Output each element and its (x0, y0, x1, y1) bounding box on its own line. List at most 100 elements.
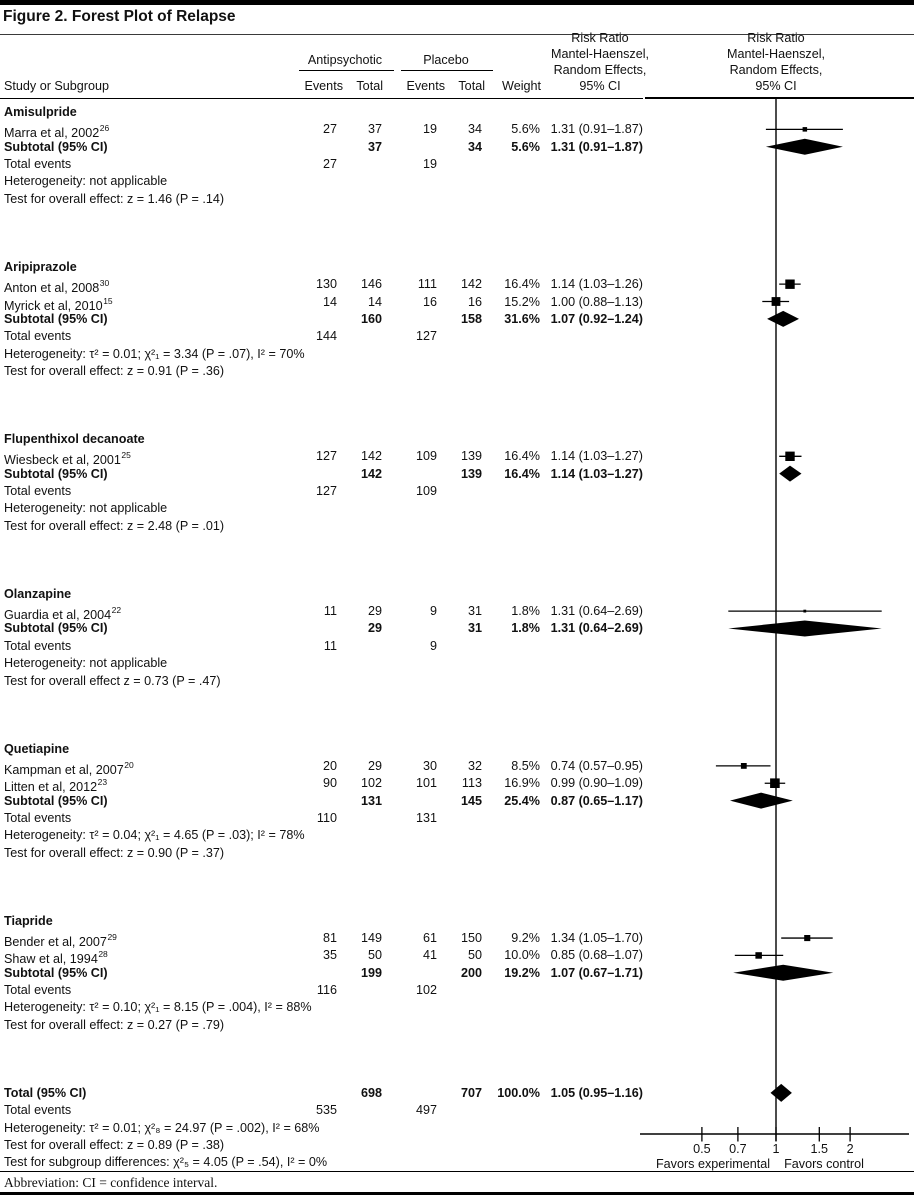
study-row: Marra et al, 200226 27 37 19 34 5.6% 1.31 (0.9… (0, 120, 914, 140)
antipsychotic-events-value: 11 (323, 604, 337, 619)
risk-ratio-value: 1.07 (0.92–1.24) (550, 311, 643, 326)
total-events-label: Total events (4, 810, 72, 825)
heterogeneity-note: Heterogeneity: τ² = 0.01; χ²₁ = 3.34 (P … (0, 345, 914, 363)
section-name: Flupenthixol decanoate (4, 431, 145, 446)
risk-ratio-value: 1.14 (1.03–1.26) (550, 277, 643, 292)
section-label-row: Quetiapine (0, 740, 914, 758)
header-rule-table (0, 97, 643, 100)
effect-test-note: Test for overall effect: z = 0.27 (P = .… (0, 1016, 914, 1034)
study-row: Myrick et al, 201015 14 14 16 16 15.2% 1.00 (0… (0, 293, 914, 313)
study-row: Guardia et al, 200422 11 29 9 31 1.8% 1.31 (0.… (0, 602, 914, 622)
placebo-events-value: 19 (422, 122, 437, 137)
weight-value: 5.6% (511, 122, 540, 137)
total-events-label: Total events (4, 157, 72, 172)
risk-ratio-value: 1.34 (1.05–1.70) (550, 931, 643, 946)
effect-test-note: Test for overall effect: z = 0.89 (P = .… (0, 1136, 914, 1154)
antipsychotic-total-value: 131 (360, 793, 382, 808)
risk-ratio-value: 1.00 (0.88–1.13) (550, 294, 643, 309)
subtotal-row: Subtotal (95% CI) 142 139 16.4% 1.14 (1.03–1… (0, 465, 914, 483)
section-name: Tiapride (4, 913, 53, 928)
placebo-total-value: 158 (460, 311, 482, 326)
heterogeneity-text: Heterogeneity: τ² = 0.10; χ²₁ = 8.15 (P … (4, 1000, 312, 1015)
heterogeneity-text: Heterogeneity: τ² = 0.01; χ²₈ = 24.97 (P… (4, 1120, 320, 1135)
study-reference: 20 (124, 759, 134, 770)
heterogeneity-text: Heterogeneity: not applicable (4, 656, 168, 671)
column-header-risk-ratio: Risk Ratio Mantel-Haenszel, Random Effec… (551, 31, 649, 93)
antipsychotic-events-value: 90 (322, 776, 337, 791)
risk-ratio-value: 0.87 (0.65–1.17) (550, 793, 643, 808)
antipsychotic-events-value: 81 (322, 931, 337, 946)
column-header-events-placebo: Events (406, 79, 445, 93)
antipsychotic-events-value: 14 (322, 294, 337, 309)
study-reference: 30 (99, 278, 110, 289)
section-name: Aripiprazole (4, 259, 77, 274)
placebo-events-value: 61 (422, 931, 437, 946)
effect-test-text: Test for overall effect: z = 0.89 (P = .… (4, 1137, 225, 1152)
placebo-events-value: 9 (429, 604, 437, 619)
effect-test-text: Test for overall effect: z = 0.91 (P = .… (4, 363, 225, 378)
placebo-total-value: 142 (460, 277, 482, 292)
placebo-events-value: 131 (415, 810, 437, 825)
column-header-weight: Weight (502, 79, 541, 93)
subtotal-row: Subtotal (95% CI) 131 145 25.4% 0.87 (0.65–1… (0, 792, 914, 810)
total-events-label: Total events (4, 484, 72, 498)
axis-tick-label: 0.5 (693, 1142, 711, 1156)
antipsychotic-events-value: 127 (315, 484, 337, 498)
effect-test-text: Test for overall effect: z = 0.90 (P = .… (4, 845, 225, 860)
study-reference: 29 (107, 932, 117, 943)
weight-value: 16.4% (504, 449, 540, 464)
antipsychotic-events-value: 35 (322, 948, 337, 963)
placebo-events-value: 111 (417, 277, 437, 292)
placebo-total-value: 50 (467, 948, 482, 963)
risk-ratio-value: 0.99 (0.90–1.09) (550, 776, 643, 791)
placebo-total-value: 139 (460, 449, 482, 464)
total-events-row: Total events 144 127 (0, 327, 914, 345)
antipsychotic-total-value: 698 (360, 1085, 382, 1100)
section-label-row: Tiapride (0, 912, 914, 930)
effect-test-note: Test for overall effect: z = 0.90 (P = .… (0, 844, 914, 862)
placebo-total-value: 113 (461, 776, 482, 791)
effect-test-text: Test for overall effect: z = 2.48 (P = .… (4, 518, 225, 533)
column-header-study: Study or Subgroup (4, 79, 110, 93)
weight-value: 31.6% (504, 311, 540, 326)
placebo-events-value: 30 (422, 758, 437, 773)
total-events-row: Total events 11 9 (0, 637, 914, 655)
risk-ratio-value: 1.31 (0.64–2.69) (550, 621, 643, 636)
study-reference: 28 (98, 949, 108, 960)
placebo-events-value: 16 (422, 294, 437, 309)
axis-tick-label: 2 (846, 1142, 854, 1156)
column-header-total-placebo: Total (458, 79, 485, 93)
placebo-total-value: 32 (467, 758, 482, 773)
study-label: Bender et al, 200729 (4, 932, 117, 950)
placebo-total-value: 16 (467, 294, 482, 309)
placebo-total-value: 150 (460, 931, 482, 946)
figure-title: Figure 2. Forest Plot of Relapse (3, 8, 236, 25)
subtotal-row: Subtotal (95% CI) 29 31 1.8% 1.31 (0.64–2.69… (0, 619, 914, 637)
study-reference: 26 (99, 123, 110, 134)
title-rule (0, 33, 914, 35)
heterogeneity-note: Heterogeneity: τ² = 0.04; χ²₁ = 4.65 (P … (0, 826, 914, 844)
placebo-events-value: 41 (422, 948, 437, 963)
placebo-total-value: 34 (467, 139, 482, 154)
weight-value: 19.2% (504, 965, 540, 980)
group-header-placebo: Placebo (423, 53, 469, 67)
study-label: Guardia et al, 200422 (4, 605, 122, 623)
axis-label-favors-experimental: Favors experimental (655, 1157, 771, 1171)
section-label-row: Aripiprazole (0, 258, 914, 276)
total-events-row: Total events 127 109 (0, 482, 914, 500)
weight-value: 25.4% (504, 793, 540, 808)
heterogeneity-text: Heterogeneity: not applicable (4, 501, 168, 516)
antipsychotic-total-value: 142 (360, 466, 382, 481)
study-row: Bender et al, 200729 81 149 61 150 9.2% 1.34 (… (0, 929, 914, 949)
weight-value: 16.4% (504, 466, 540, 481)
subtotal-row: Subtotal (95% CI) 37 34 5.6% 1.31 (0.91–1.87… (0, 138, 914, 156)
risk-ratio-value: 1.14 (1.03–1.27) (550, 466, 643, 481)
antipsychotic-total-value: 29 (367, 621, 382, 636)
section-name: Quetiapine (4, 741, 70, 756)
risk-ratio-value: 0.74 (0.57–0.95) (550, 758, 643, 773)
antipsychotic-total-value: 29 (367, 758, 382, 773)
effect-test-text: Test for overall effect: z = 1.46 (P = .… (4, 191, 225, 206)
total-events-row: Total events 110 131 (0, 809, 914, 827)
placebo-total-value: 31 (467, 621, 482, 636)
